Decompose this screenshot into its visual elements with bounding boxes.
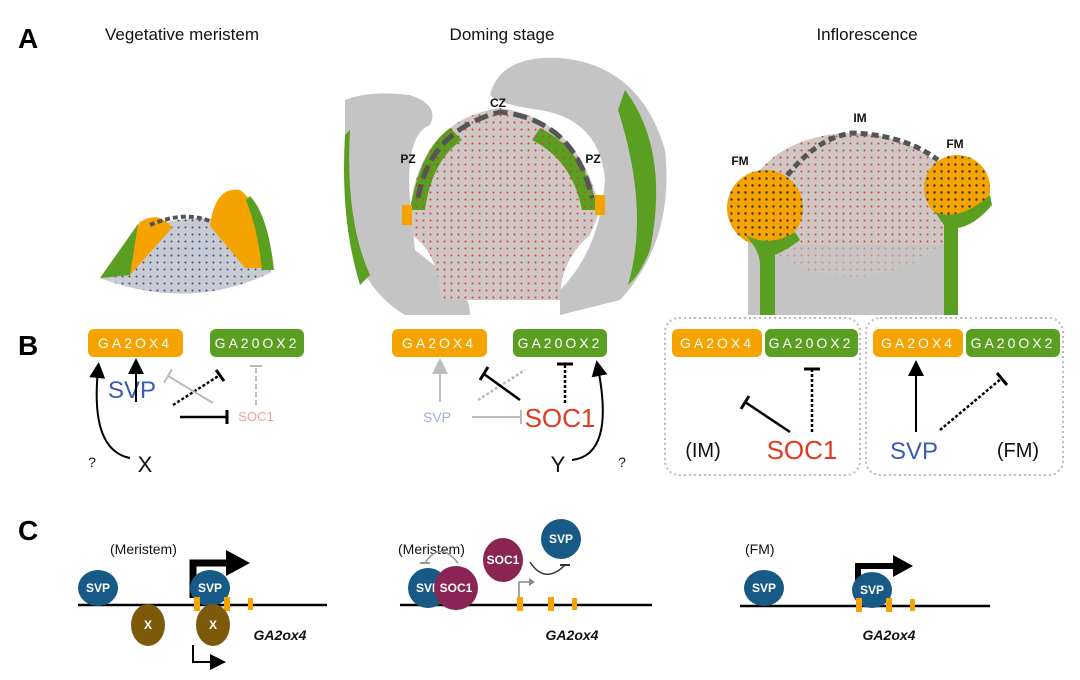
context-label: (Meristem) <box>110 541 177 557</box>
title-inflorescence: Inflorescence <box>816 25 917 44</box>
x-protein: X <box>209 618 217 632</box>
svp-label: SVP <box>108 377 156 404</box>
panel-label-a: A <box>18 23 38 54</box>
svp-protein: SVP <box>198 581 222 595</box>
svp-label: SVP <box>890 438 938 465</box>
title-doming: Doming stage <box>450 25 555 44</box>
inflorescence-drawing: IM FM FM <box>727 111 992 315</box>
ga20ox2-box-im: GA20OX2 <box>769 335 854 351</box>
label-cz: CZ <box>490 96 506 110</box>
promoter-meristem-doming: (Meristem) SVP SOC1 SOC1 SVP GA2ox4 <box>398 519 652 643</box>
ga20ox2-box-fm: GA20OX2 <box>971 335 1056 351</box>
x-protein: X <box>144 618 152 632</box>
question-mark: ? <box>88 454 96 470</box>
svp-protein: SVP <box>416 581 440 595</box>
gene-label: GA2ox4 <box>546 627 599 643</box>
label-pz-left: PZ <box>400 152 415 166</box>
label-fm-left: FM <box>731 154 748 168</box>
y-label: Y <box>551 452 566 477</box>
ga20ox2-box: GA20OX2 <box>215 335 300 351</box>
network-inflorescence: GA2OX4 GA20OX2 (IM) SOC1 GA2OX4 GA20OX2 … <box>664 317 1064 476</box>
network-doming: GA2OX4 GA20OX2 SVP SOC1 Y ? <box>392 329 626 477</box>
ga20ox2-box: GA20OX2 <box>518 335 603 351</box>
promoter-meristem-vegetative: (Meristem) SVP SVP X X GA2ox4 <box>78 541 327 670</box>
svp-label: SVP <box>423 409 451 425</box>
label-im: IM <box>853 111 866 125</box>
ga2ox4-box-fm: GA2OX4 <box>881 335 955 351</box>
fm-label: (FM) <box>997 440 1039 462</box>
ga2ox4-box: GA2OX4 <box>98 335 172 351</box>
svp-protein: SVP <box>549 532 573 546</box>
panel-label-b: B <box>18 330 38 361</box>
network-vegetative: GA2OX4 GA20OX2 SVP SOC1 X ? <box>88 329 304 477</box>
soc1-label: SOC1 <box>767 435 838 465</box>
soc1-protein: SOC1 <box>487 553 520 567</box>
vegetative-meristem-drawing <box>100 189 274 294</box>
title-vegetative: Vegetative meristem <box>105 25 259 44</box>
question-mark: ? <box>618 454 626 470</box>
doming-stage-drawing: CZ PZ PZ <box>344 57 667 315</box>
label-fm-right: FM <box>946 137 963 151</box>
ga2ox4-box-im: GA2OX4 <box>680 335 754 351</box>
svp-protein: SVP <box>86 581 110 595</box>
ga2ox4-box: GA2OX4 <box>402 335 476 351</box>
soc1-label: SOC1 <box>238 409 273 424</box>
x-label: X <box>138 452 153 477</box>
soc1-protein: SOC1 <box>440 581 473 595</box>
im-label: (IM) <box>685 440 721 462</box>
gene-label: GA2ox4 <box>863 627 916 643</box>
soc1-label: SOC1 <box>525 403 596 433</box>
svp-protein: SVP <box>860 583 884 597</box>
gene-label: GA2ox4 <box>254 627 307 643</box>
label-pz-right: PZ <box>585 152 600 166</box>
svp-protein: SVP <box>752 581 776 595</box>
context-label: (FM) <box>745 541 775 557</box>
promoter-fm: (FM) SVP SVP GA2ox4 <box>740 541 990 643</box>
panel-label-c: C <box>18 515 38 546</box>
